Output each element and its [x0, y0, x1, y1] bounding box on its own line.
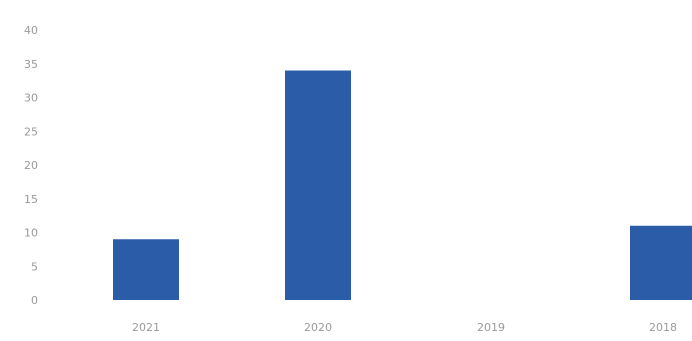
y-tick-label: 25 — [24, 125, 38, 138]
y-axis: 0 5 10 15 20 25 30 35 40 — [24, 24, 38, 307]
y-tick-label: 30 — [24, 92, 38, 105]
y-tick-label: 40 — [24, 24, 38, 37]
x-category-label: 2021 — [132, 321, 160, 334]
y-tick-label: 15 — [24, 193, 38, 206]
y-tick-label: 5 — [31, 260, 38, 273]
bar-2020 — [285, 70, 351, 300]
y-tick-label: 20 — [24, 159, 38, 172]
x-axis: 2021 2020 2019 2018 — [132, 321, 677, 334]
bar-2018 — [630, 225, 692, 300]
x-category-label: 2019 — [477, 321, 505, 334]
y-tick-label: 0 — [31, 294, 38, 307]
y-tick-label: 35 — [24, 58, 38, 71]
bar-2021 — [113, 239, 179, 300]
x-category-label: 2018 — [649, 321, 677, 334]
y-tick-label: 10 — [24, 227, 38, 240]
bars — [113, 70, 692, 300]
x-category-label: 2020 — [304, 321, 332, 334]
